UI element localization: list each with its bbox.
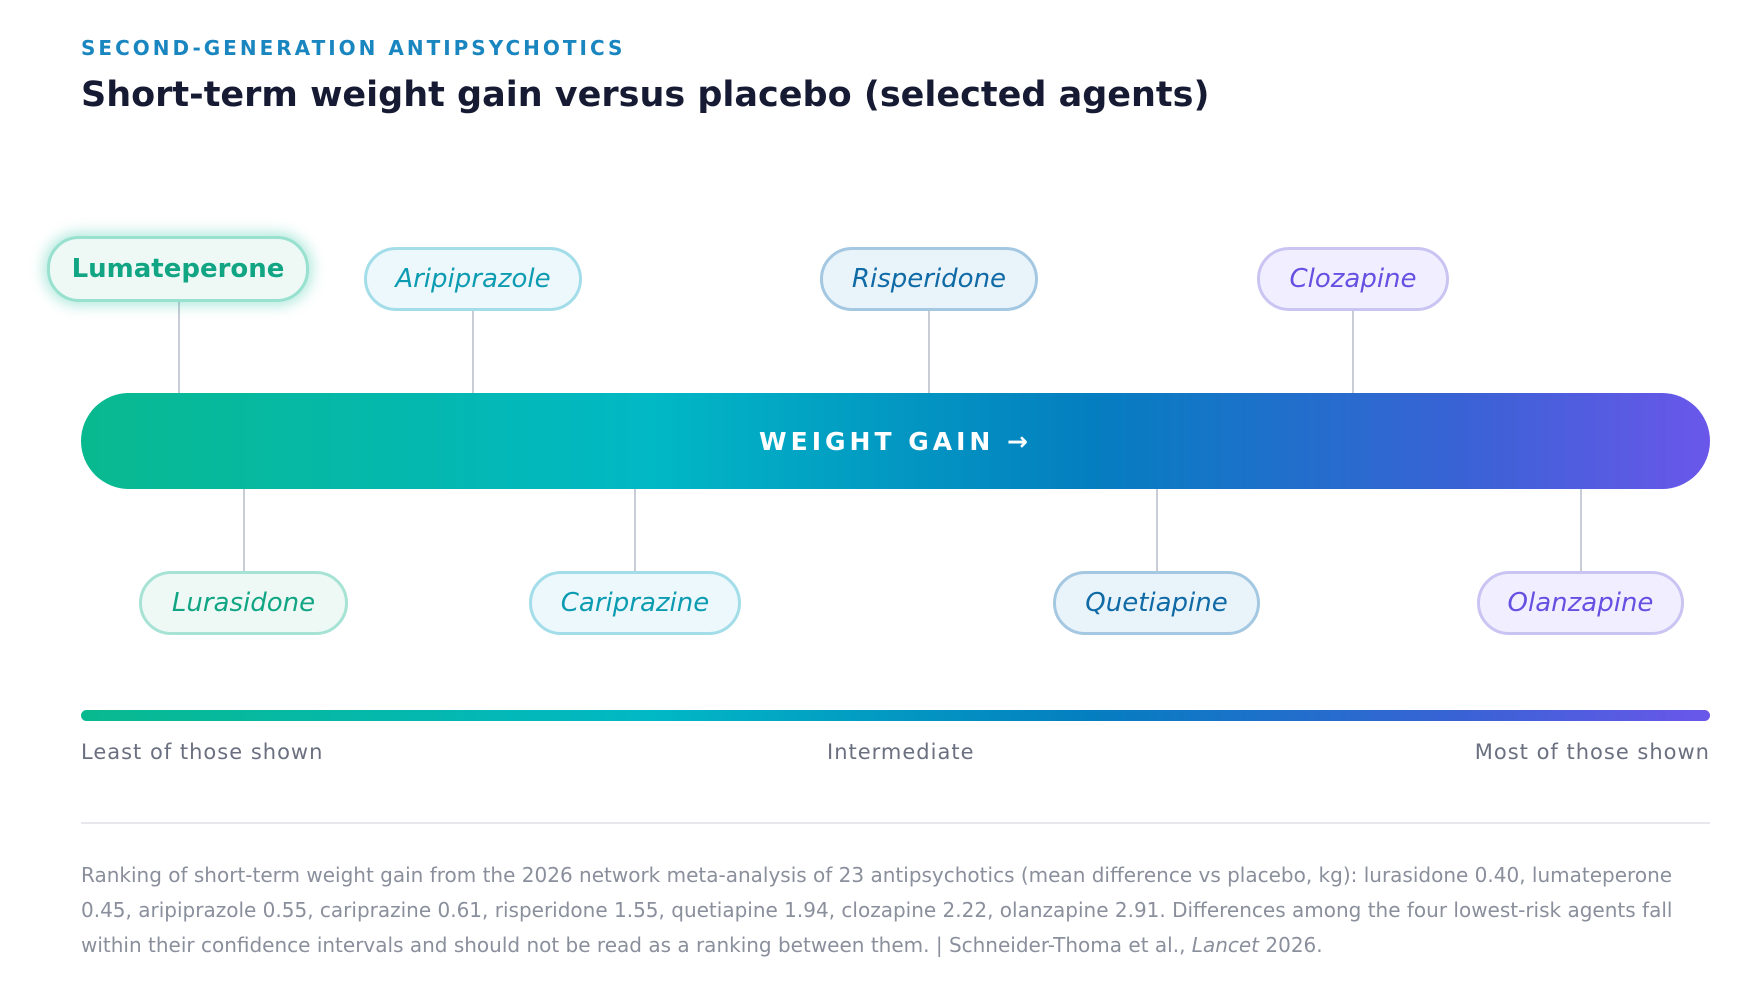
connector-cariprazine [634, 489, 636, 571]
connector-aripiprazole [472, 311, 474, 393]
agent-pill-aripiprazole: Aripiprazole [364, 247, 582, 311]
connector-clozapine [1352, 311, 1354, 393]
scale-label-right: Most of those shown [1474, 740, 1710, 764]
agent-pill-cariprazine: Cariprazine [529, 571, 741, 635]
eyebrow-label: SECOND-GENERATION ANTIPSYCHOTICS [81, 36, 626, 60]
footnote: Ranking of short-term weight gain from t… [81, 858, 1721, 963]
weight-gain-band: WEIGHT GAIN → [81, 393, 1710, 489]
band-label: WEIGHT GAIN → [759, 426, 1032, 456]
footnote-text: Ranking of short-term weight gain from t… [81, 863, 1673, 957]
agent-label: Olanzapine [1507, 588, 1654, 618]
agent-label: Cariprazine [560, 588, 710, 618]
connector-risperidone [928, 311, 930, 393]
agent-pill-lurasidone: Lurasidone [139, 571, 348, 635]
scale-gradient-bar [81, 710, 1710, 721]
scale-label-left: Least of those shown [81, 740, 324, 764]
agent-label: Risperidone [851, 264, 1007, 294]
connector-quetiapine [1156, 489, 1158, 571]
agent-pill-olanzapine: Olanzapine [1477, 571, 1684, 635]
footnote-journal: Lancet [1191, 933, 1260, 957]
footnote-year: 2026. [1265, 933, 1323, 957]
agent-pill-risperidone: Risperidone [820, 247, 1038, 311]
connector-lumateperone [178, 300, 180, 393]
agent-label: Clozapine [1289, 264, 1417, 294]
scale-label-middle: Intermediate [827, 740, 975, 764]
page-title: Short-term weight gain versus placebo (s… [81, 75, 1210, 115]
connector-olanzapine [1580, 489, 1582, 571]
agent-label: Aripiprazole [395, 264, 551, 294]
divider [81, 822, 1710, 824]
agent-pill-clozapine: Clozapine [1257, 247, 1449, 311]
connector-lurasidone [243, 489, 245, 571]
agent-pill-lumateperone: Lumateperone [47, 236, 309, 302]
agent-pill-quetiapine: Quetiapine [1053, 571, 1260, 635]
agent-label: Quetiapine [1085, 588, 1228, 618]
agent-label: Lurasidone [171, 588, 316, 618]
agent-label: Lumateperone [71, 254, 285, 284]
